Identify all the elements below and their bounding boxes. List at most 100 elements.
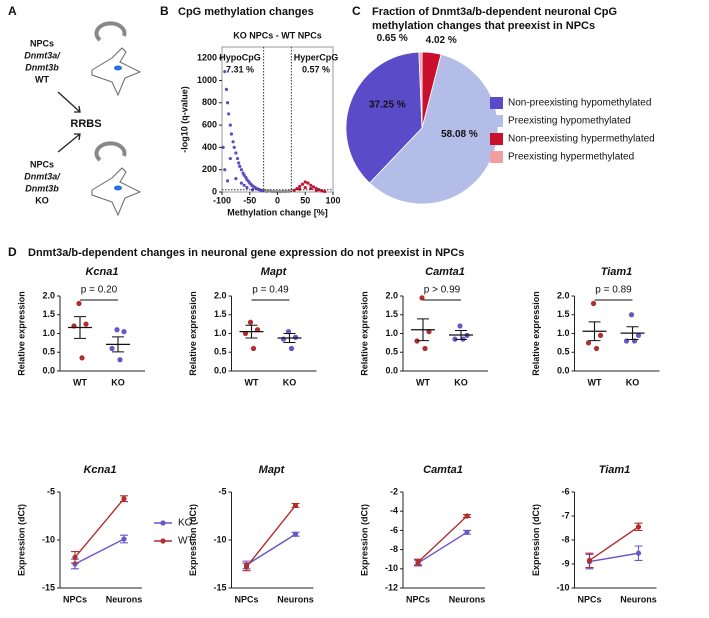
y-tick-label: 2.0: [557, 290, 570, 300]
legend-swatch: [490, 151, 503, 163]
series-line: [74, 538, 125, 565]
annotation: 7.31 %: [226, 64, 254, 74]
y-tick-label: 800: [202, 97, 217, 107]
point: [311, 185, 316, 189]
x-tick-label: WT: [416, 377, 430, 387]
point: [234, 177, 238, 181]
x-tick-label: KO: [454, 377, 468, 387]
point: [298, 187, 302, 191]
y-tick-label: 0.0: [42, 365, 55, 375]
pie-slice: [369, 53, 499, 205]
chart-title: Camta1: [423, 464, 463, 476]
point: [314, 188, 318, 192]
point: [590, 300, 597, 307]
label: WT: [35, 74, 49, 84]
y-tick-label: 1.5: [557, 309, 570, 319]
point: [245, 185, 249, 190]
y-tick-label: -2: [390, 486, 398, 496]
x-tick-label: Neurons: [620, 594, 657, 604]
point: [457, 323, 463, 329]
y-tick-label: -10: [385, 563, 398, 573]
y-tick-label: 2.0: [42, 290, 55, 300]
y-axis-label: Expression (dCt): [531, 504, 541, 576]
y-tick-label: 1.0: [214, 328, 227, 338]
point: [292, 531, 299, 537]
legend-label: WT: [178, 536, 194, 547]
y-tick-label: 200: [202, 164, 217, 174]
x-axis-label: Methylation change [%]: [227, 207, 328, 217]
chart-title: Camta1: [425, 266, 465, 278]
y-tick-label: -4: [390, 506, 398, 516]
series-line: [74, 498, 125, 558]
y-tick-label: 0.5: [42, 347, 55, 357]
y-tick-label: 1.5: [214, 309, 227, 319]
x-tick-label: Neurons: [106, 594, 143, 604]
y-tick-label: 0: [212, 186, 217, 196]
point: [270, 189, 274, 194]
chart-title: Kcna1: [85, 266, 118, 278]
legend-label: Non-preexisting hypermethylated: [508, 134, 655, 145]
y-tick-label: -6: [561, 486, 569, 496]
point: [239, 168, 244, 172]
x-tick-label: 0: [275, 195, 280, 205]
point: [117, 357, 123, 363]
x-tick-label: NPCs: [406, 594, 430, 604]
x-tick-label: KO: [283, 377, 297, 387]
annotation: HyperCpG: [294, 52, 339, 62]
point: [593, 345, 600, 352]
data-label: 37.25 %: [369, 99, 406, 110]
error-bar: [588, 321, 601, 342]
legend-label: Preexisting hypomethylated: [508, 116, 631, 127]
point: [464, 529, 470, 535]
y-tick-label: -5: [218, 486, 226, 496]
legend-swatch: [490, 115, 503, 127]
y-axis-label: Relative expression: [359, 291, 369, 376]
point: [285, 329, 292, 335]
chart-title: Mapt: [259, 464, 286, 476]
error-bar: [245, 324, 258, 339]
point: [628, 312, 635, 318]
point: [292, 334, 299, 340]
x-tick-label: NPCs: [234, 594, 258, 604]
point: [231, 140, 235, 144]
y-tick-label: 2.0: [385, 290, 398, 300]
x-tick-label: -100: [213, 195, 231, 205]
point: [309, 183, 313, 187]
panel-label: B: [160, 4, 169, 18]
p-value: p = 0.49: [252, 285, 289, 296]
point: [303, 180, 307, 184]
y-tick-label: -8: [390, 544, 398, 554]
y-tick-label: -15: [42, 582, 55, 592]
point: [278, 190, 282, 194]
point: [280, 336, 287, 342]
arrow: [57, 133, 81, 153]
point: [586, 557, 593, 564]
panel-label: A: [8, 4, 17, 18]
x-tick-label: -50: [243, 195, 256, 205]
point: [72, 554, 78, 560]
point: [419, 295, 425, 301]
y-tick-label: 1.0: [557, 328, 570, 338]
y-tick-label: 600: [202, 119, 217, 129]
x-tick-label: Neurons: [277, 594, 314, 604]
point: [242, 173, 246, 177]
point: [267, 189, 271, 193]
y-tick-label: 0.5: [385, 347, 398, 357]
chart-title: Fraction of Dnmt3a/b-dependent neuronal …: [372, 6, 617, 18]
y-tick-label: -7: [561, 510, 569, 520]
y-axis-label: Relative expression: [16, 291, 26, 376]
label: KO: [35, 195, 49, 205]
y-tick-label: 1200: [197, 53, 217, 63]
y-tick-label: -15: [213, 582, 226, 592]
error-bar: [112, 336, 124, 353]
point: [224, 87, 229, 91]
label: NPCs: [30, 159, 54, 169]
point: [228, 156, 232, 161]
p-value: p > 0.99: [424, 285, 461, 296]
pie-slice: [345, 51, 423, 184]
point: [635, 332, 642, 338]
point: [247, 319, 254, 325]
point: [228, 123, 232, 127]
legend-marker: [160, 538, 166, 544]
